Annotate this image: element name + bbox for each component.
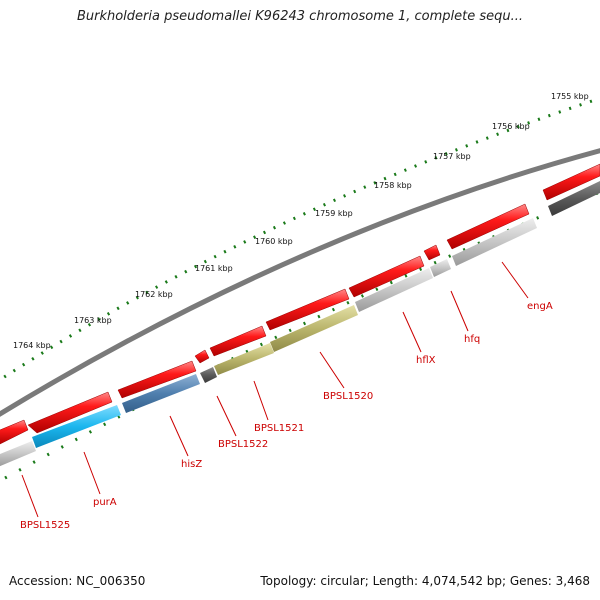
gene-label[interactable]: BPSL1520 [323,391,373,402]
ruler-label: 1762 kbp [135,290,173,299]
cds-track [0,181,600,467]
forward-gene[interactable] [265,288,350,331]
map-title: Burkholderia pseudomallei K96243 chromos… [76,9,524,24]
cds-bar[interactable] [430,259,451,277]
forward-gene[interactable] [117,360,197,399]
forward-gene[interactable] [446,203,530,250]
gene-label[interactable]: engA [527,301,553,312]
forward-strand-genes [0,163,600,445]
cds-bar[interactable] [214,343,274,375]
forward-gene[interactable] [194,349,210,364]
cds-bar[interactable] [122,374,200,413]
ruler-label: 1760 kbp [255,237,293,246]
ruler-label: 1756 kbp [492,122,530,131]
gene-label[interactable]: BPSL1525 [20,520,70,531]
cds-bar[interactable] [355,268,433,312]
topology-text: Topology: circular; Length: 4,074,542 bp… [260,574,590,588]
gene-label[interactable]: BPSL1521 [254,423,304,434]
forward-gene[interactable] [0,419,29,445]
gene-label[interactable]: BPSL1522 [218,439,268,450]
gene-label[interactable]: hflX [416,355,436,366]
ruler-label: 1759 kbp [315,209,353,218]
forward-gene[interactable] [348,255,425,298]
gene-label[interactable]: hfq [464,334,480,345]
cds-bar[interactable] [0,441,36,467]
forward-gene[interactable] [27,391,113,434]
forward-gene[interactable] [423,244,441,261]
forward-gene[interactable] [542,163,600,201]
accession-text: Accession: NC_006350 [9,574,146,588]
cds-bar[interactable] [32,405,121,448]
cds-bar[interactable] [452,218,537,266]
gene-label[interactable]: hisZ [181,459,202,470]
cds-bar[interactable] [270,305,358,352]
forward-gene[interactable] [209,325,267,357]
gene-labels: BPSL1525 purA hisZ BPSL1522 BPSL1521 BPSL1520… [20,301,553,531]
cds-bar[interactable] [200,367,217,383]
ruler-label: 1764 kbp [13,341,51,350]
gene-label[interactable]: purA [93,497,117,508]
ruler-label: 1761 kbp [195,264,233,273]
ruler-labels: 1755 kbp 1756 kbp 1757 kbp 1758 kbp 1759 kbp… [13,92,589,350]
chromosome-backbone [0,148,600,417]
ruler-label: 1757 kbp [433,152,471,161]
gene-leaders [21,261,529,518]
cds-bar[interactable] [548,181,600,216]
ruler-label: 1763 kbp [74,316,112,325]
ruler-label: 1755 kbp [551,92,589,101]
ruler-label: 1758 kbp [374,181,412,190]
